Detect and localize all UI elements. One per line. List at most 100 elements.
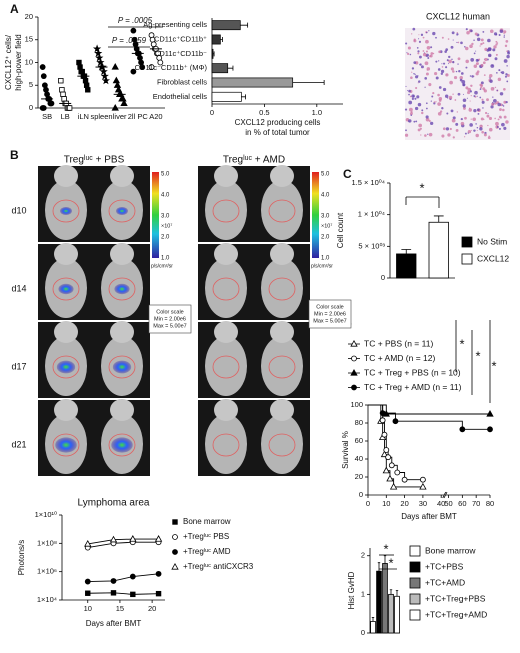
stain-dot	[410, 114, 413, 116]
stain-dot	[427, 57, 430, 59]
marker	[76, 59, 82, 66]
stain-dot	[445, 66, 448, 69]
stain-dot	[433, 102, 436, 105]
stain-dot	[447, 97, 449, 99]
stain-dot	[495, 121, 499, 126]
roi	[108, 199, 136, 223]
stain-dot	[425, 39, 429, 44]
stain-dot	[501, 122, 505, 127]
legend-label: +TC+PBS	[425, 561, 464, 571]
annotation: P = .0005	[118, 16, 153, 25]
stain-dot	[465, 66, 468, 69]
stain-dot	[505, 40, 509, 43]
roi	[212, 433, 240, 457]
stain-dot	[474, 32, 478, 36]
stain-dot	[481, 130, 484, 134]
stain-dot	[419, 127, 422, 130]
stain-dot	[486, 98, 489, 102]
stain-dot	[418, 38, 420, 40]
stain-dot	[503, 59, 508, 63]
legend-marker	[172, 519, 178, 525]
stain-dot	[481, 98, 484, 101]
signal	[116, 207, 128, 215]
x-tick-label: 40	[437, 499, 445, 508]
stain-dot	[464, 116, 467, 120]
stain-dot	[411, 33, 413, 35]
stain-dot	[438, 60, 440, 62]
error-bar	[220, 37, 223, 42]
y-tick-label: 0	[29, 103, 33, 112]
annotation: *	[475, 348, 480, 363]
stain-dot	[490, 29, 494, 34]
stain-dot	[457, 57, 461, 61]
y-tick-label: 80	[355, 418, 363, 427]
legend-swatch	[409, 577, 421, 589]
stain-dot	[494, 102, 497, 105]
mouse-body	[205, 258, 247, 318]
y-tick-label: 1.5 × 10⁰⁴	[351, 178, 385, 187]
y-tick-label: 1×10¹⁰	[35, 510, 57, 519]
color-scale-text: Max = 5.00e7	[153, 323, 186, 329]
stain-dot	[413, 120, 416, 123]
stain-dot	[487, 53, 492, 58]
category-label: CD11c⁺CD11b⁺	[154, 34, 207, 43]
stain-dot	[405, 129, 407, 132]
stain-dot	[493, 98, 497, 103]
roi	[268, 355, 296, 379]
error-bar	[389, 589, 393, 595]
stain-dot	[477, 112, 480, 115]
panel-label: A	[10, 2, 19, 16]
stain-dot	[470, 58, 475, 62]
stain-dot	[455, 129, 459, 132]
legend-label: Bone marrow	[183, 517, 231, 526]
stain-dot	[455, 70, 458, 73]
stain-dot	[470, 29, 473, 33]
stain-dot	[411, 67, 415, 70]
marker	[386, 474, 394, 482]
stain-dot	[465, 59, 469, 64]
stain-dot	[468, 108, 473, 112]
stain-dot	[415, 86, 418, 90]
stain-dot	[421, 109, 424, 112]
stain-dot	[414, 97, 417, 100]
marker	[401, 476, 408, 483]
category-label: CD11c⁺CD11b⁻	[154, 49, 207, 58]
stain-dot	[411, 71, 413, 73]
marker	[85, 87, 91, 93]
stain-dot	[475, 62, 479, 66]
stain-dot	[498, 34, 501, 37]
legend-label: TC + PBS (n = 11)	[364, 338, 433, 348]
x-tick-label: 1.0	[312, 108, 322, 117]
y-axis-label: Photons/s	[17, 540, 26, 576]
mouse-body	[261, 336, 303, 396]
stain-dot	[435, 60, 438, 63]
marker	[120, 99, 128, 107]
stain-dot	[424, 86, 426, 88]
marker	[99, 67, 108, 76]
marker	[382, 466, 390, 474]
stain-dot	[430, 121, 434, 125]
stain-dot	[506, 54, 510, 59]
x-tick-label: liver	[113, 112, 127, 121]
day-label: d17	[11, 361, 26, 371]
category-label: Fibroblast cells	[157, 77, 207, 86]
stain-dot	[425, 50, 428, 53]
group-title: Tregˡᵘᶜ + AMD	[223, 155, 285, 166]
stain-dot	[479, 88, 482, 90]
color-scale-box	[308, 299, 352, 329]
colorbar-unit: ×10⁷	[321, 222, 332, 229]
series-line	[87, 573, 159, 583]
legend-marker	[350, 339, 358, 347]
stain-dot	[503, 126, 507, 130]
marker	[66, 105, 73, 111]
axis-break	[442, 491, 447, 499]
marker	[109, 535, 118, 543]
stain-dot	[475, 123, 477, 125]
colorbar-label: 3.0	[161, 214, 170, 220]
y-tick-label: 1×10⁶	[37, 567, 57, 576]
stain-dot	[420, 134, 422, 136]
mouse-head	[270, 165, 294, 187]
marker	[79, 68, 85, 75]
